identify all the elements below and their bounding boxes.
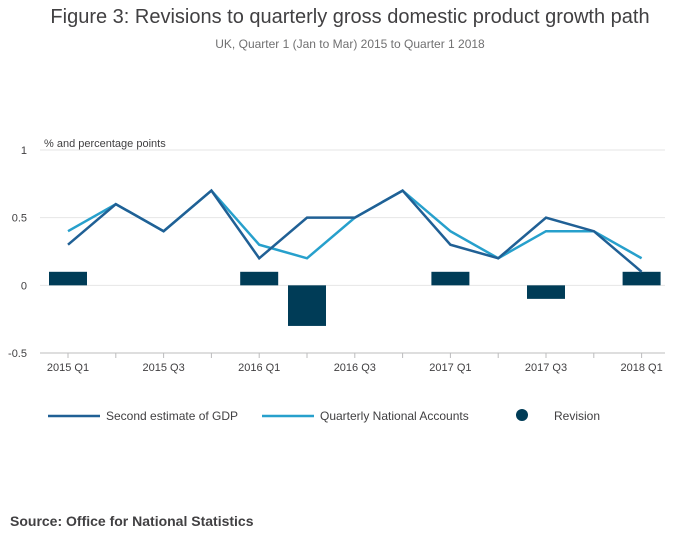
chart-subtitle: UK, Quarter 1 (Jan to Mar) 2015 to Quart… <box>215 37 485 51</box>
revision-bar <box>527 285 565 299</box>
legend-label: Second estimate of GDP <box>106 409 238 423</box>
revision-bar <box>622 271 661 286</box>
chart-title: Figure 3: Revisions to quarterly gross d… <box>50 6 650 28</box>
y-tick-label: 1 <box>21 145 27 157</box>
x-tick-label: 2016 Q3 <box>334 362 376 374</box>
y-axis-label: % and percentage points <box>44 138 166 150</box>
grid-layer <box>40 149 665 354</box>
x-tick-label: 2015 Q1 <box>47 362 89 374</box>
bars-layer <box>49 271 661 326</box>
revision-bar <box>431 271 470 286</box>
legend: Second estimate of GDP Quarterly National… <box>48 409 600 423</box>
revision-bar <box>240 271 279 286</box>
revision-bar <box>288 285 326 326</box>
x-tick-label: 2017 Q3 <box>525 362 567 374</box>
legend-label: Quarterly National Accounts <box>320 409 469 423</box>
x-tick-label: 2016 Q1 <box>238 362 280 374</box>
y-tick-label: 0.5 <box>12 213 27 225</box>
y-tick-label: -0.5 <box>8 348 27 360</box>
lines-layer <box>67 188 643 273</box>
axis-layer: -0.5 0 0.5 1 2015 Q1 2015 Q3 2016 Q1 2016 Q3 201… <box>8 145 663 374</box>
series-line <box>67 188 643 273</box>
chart: % and percentage points -0.5 0 0.5 1 2015 Q1… <box>8 138 665 423</box>
x-tick-label: 2017 Q1 <box>429 362 471 374</box>
legend-label: Revision <box>554 409 600 423</box>
source-note: Source: Office for National Statistics <box>10 513 254 529</box>
y-tick-label: 0 <box>21 280 27 292</box>
x-tick-label: 2015 Q3 <box>142 362 184 374</box>
revision-bar <box>49 271 87 286</box>
legend-swatch <box>516 409 528 421</box>
x-tick-label: 2018 Q1 <box>620 362 662 374</box>
